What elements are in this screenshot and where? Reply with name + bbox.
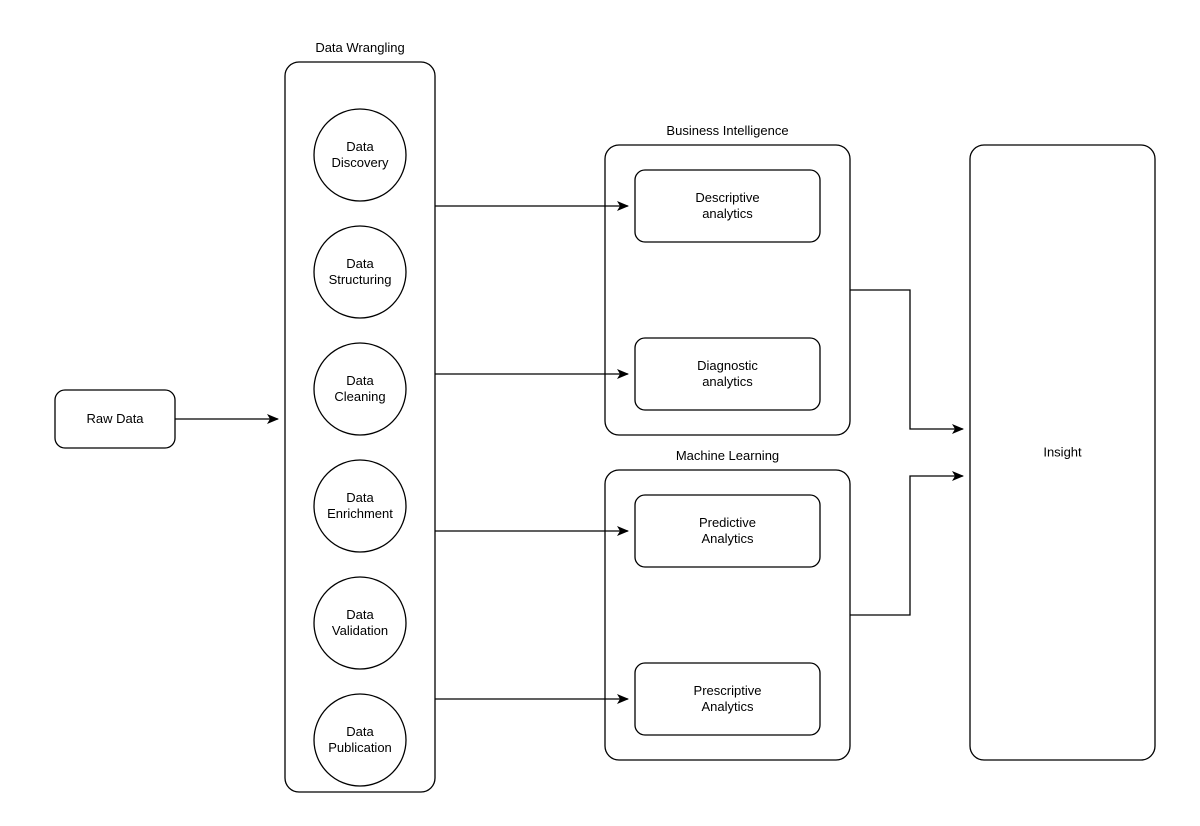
- bi-box-label: analytics: [702, 206, 753, 221]
- insight-label: Insight: [1043, 445, 1082, 460]
- bi-box-label: Diagnostic: [697, 358, 758, 373]
- ml-group: Machine LearningPredictiveAnalyticsPresc…: [605, 448, 850, 760]
- wrangling-circle-label: Structuring: [329, 272, 392, 287]
- wrangling-circle-label: Enrichment: [327, 506, 393, 521]
- wrangling-circle: DataValidation: [314, 577, 406, 669]
- wrangling-group: Data WranglingDataDiscoveryDataStructuri…: [285, 40, 435, 792]
- wrangling-circle: DataEnrichment: [314, 460, 406, 552]
- ml-box: PredictiveAnalytics: [635, 495, 820, 567]
- wrangling-circle-label: Publication: [328, 740, 392, 755]
- bi-box-label: analytics: [702, 374, 753, 389]
- ml-box-label: Analytics: [701, 699, 754, 714]
- bi-box: Diagnosticanalytics: [635, 338, 820, 410]
- wrangling-circle-label: Cleaning: [334, 389, 385, 404]
- flow-elbow-arrow: [850, 290, 963, 429]
- ml-title: Machine Learning: [676, 448, 779, 463]
- wrangling-circle-label: Validation: [332, 623, 388, 638]
- raw-data-node: Raw Data: [55, 390, 175, 448]
- diagram-root: Raw DataData WranglingDataDiscoveryDataS…: [55, 40, 1155, 792]
- raw-data-label: Raw Data: [86, 411, 144, 426]
- insight-node: Insight: [970, 145, 1155, 760]
- wrangling-circle-label: Data: [346, 139, 374, 154]
- wrangling-circle: DataPublication: [314, 694, 406, 786]
- wrangling-circle: DataCleaning: [314, 343, 406, 435]
- bi-box-label: Descriptive: [695, 190, 759, 205]
- ml-box-label: Prescriptive: [694, 683, 762, 698]
- bi-box: Descriptiveanalytics: [635, 170, 820, 242]
- ml-box: PrescriptiveAnalytics: [635, 663, 820, 735]
- wrangling-circle: DataStructuring: [314, 226, 406, 318]
- wrangling-title: Data Wrangling: [315, 40, 404, 55]
- flow-elbow-arrow: [850, 476, 963, 615]
- wrangling-circle-label: Data: [346, 490, 374, 505]
- wrangling-circle: DataDiscovery: [314, 109, 406, 201]
- wrangling-circle-label: Data: [346, 607, 374, 622]
- bi-group: Business IntelligenceDescriptiveanalytic…: [605, 123, 850, 435]
- wrangling-circle-label: Data: [346, 724, 374, 739]
- bi-title: Business Intelligence: [666, 123, 788, 138]
- ml-box-label: Analytics: [701, 531, 754, 546]
- wrangling-circle-label: Data: [346, 256, 374, 271]
- wrangling-circle-label: Discovery: [331, 155, 389, 170]
- wrangling-circle-label: Data: [346, 373, 374, 388]
- ml-box-label: Predictive: [699, 515, 756, 530]
